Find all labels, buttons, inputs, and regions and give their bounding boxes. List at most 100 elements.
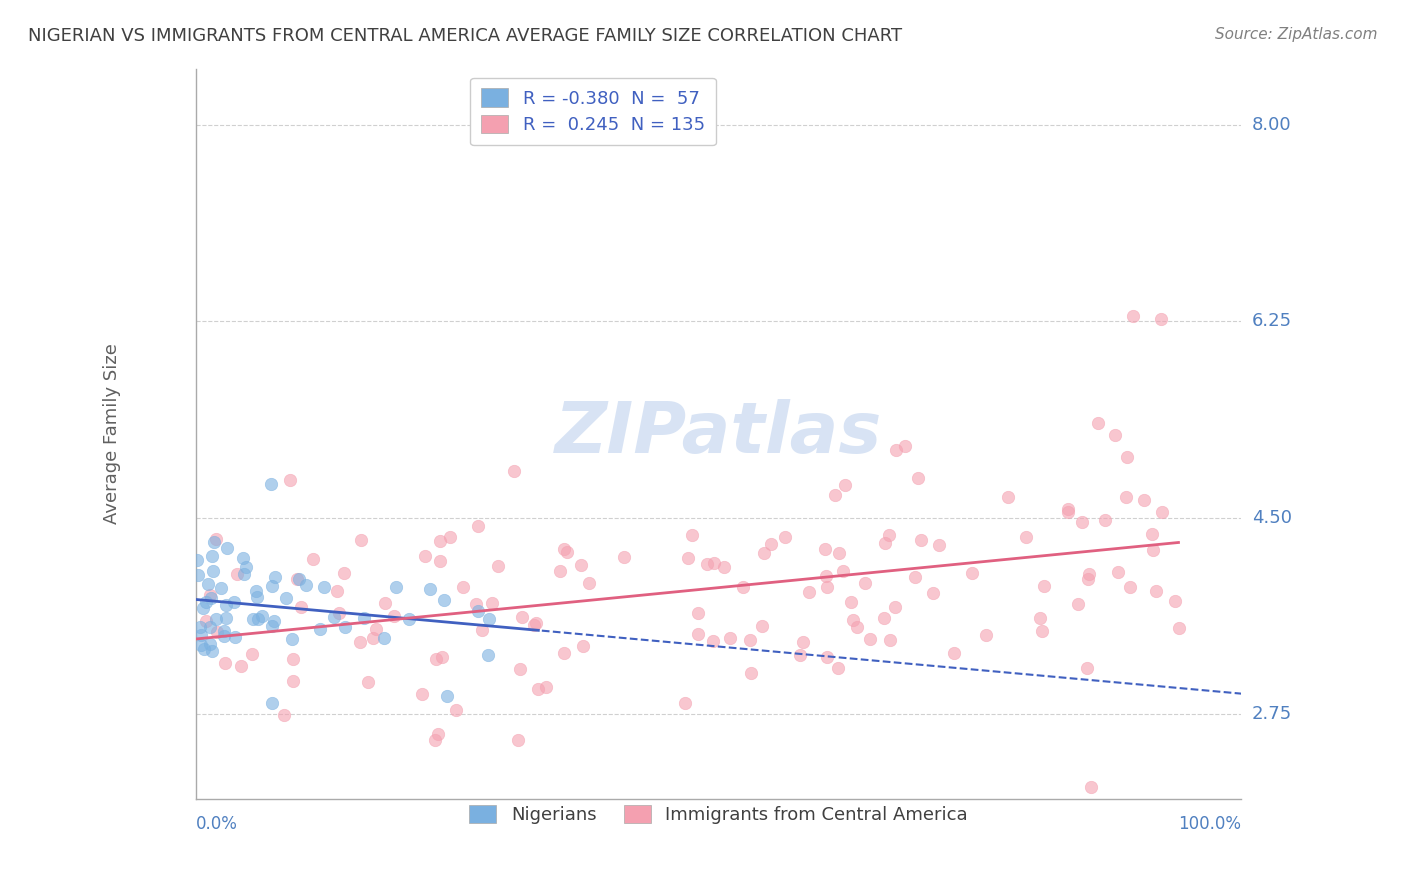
- Point: [524, 615, 547, 630]
- Point: [201, 564, 224, 578]
- Point: [572, 640, 595, 654]
- Point: [260, 619, 283, 633]
- Point: [1087, 416, 1109, 430]
- Point: [1164, 594, 1187, 608]
- Point: [201, 549, 224, 563]
- Point: [349, 634, 371, 648]
- Point: [322, 610, 344, 624]
- Point: [702, 633, 724, 648]
- Point: [287, 572, 309, 586]
- Point: [718, 631, 741, 645]
- Text: Average Family Size: Average Family Size: [103, 343, 121, 524]
- Point: [509, 662, 531, 676]
- Point: [976, 628, 998, 642]
- Point: [357, 674, 380, 689]
- Point: [429, 533, 451, 548]
- Point: [382, 608, 405, 623]
- Point: [263, 615, 285, 629]
- Point: [198, 637, 221, 651]
- Point: [1031, 624, 1053, 638]
- Point: [250, 609, 273, 624]
- Point: [215, 598, 238, 612]
- Point: [222, 595, 245, 609]
- Point: [1080, 780, 1102, 794]
- Point: [1077, 572, 1099, 586]
- Point: [792, 634, 814, 648]
- Point: [523, 618, 546, 632]
- Point: [411, 687, 433, 701]
- Point: [433, 593, 456, 607]
- Text: Source: ZipAtlas.com: Source: ZipAtlas.com: [1215, 27, 1378, 42]
- Point: [467, 604, 489, 618]
- Point: [229, 659, 252, 673]
- Point: [309, 622, 332, 636]
- Point: [302, 552, 325, 566]
- Text: ZIPatlas: ZIPatlas: [555, 399, 882, 468]
- Text: NIGERIAN VS IMMIGRANTS FROM CENTRAL AMERICA AVERAGE FAMILY SIZE CORRELATION CHAR: NIGERIAN VS IMMIGRANTS FROM CENTRAL AMER…: [28, 27, 903, 45]
- Point: [1115, 450, 1137, 465]
- Point: [471, 623, 494, 637]
- Point: [187, 568, 209, 582]
- Point: [245, 584, 267, 599]
- Point: [842, 613, 865, 627]
- Point: [1077, 567, 1099, 582]
- Point: [506, 732, 529, 747]
- Point: [884, 443, 907, 458]
- Point: [425, 732, 447, 747]
- Point: [193, 641, 215, 656]
- Point: [314, 580, 336, 594]
- Point: [859, 632, 882, 646]
- Text: 4.50: 4.50: [1251, 508, 1292, 527]
- Point: [373, 631, 395, 645]
- Point: [673, 696, 696, 710]
- Point: [413, 549, 436, 564]
- Point: [281, 632, 304, 646]
- Point: [759, 537, 782, 551]
- Point: [814, 568, 837, 582]
- Point: [204, 612, 226, 626]
- Legend: Nigerians, Immigrants from Central America: Nigerians, Immigrants from Central Ameri…: [460, 796, 977, 833]
- Point: [904, 570, 927, 584]
- Point: [773, 529, 796, 543]
- Point: [235, 559, 257, 574]
- Point: [839, 595, 862, 609]
- Point: [1152, 505, 1174, 519]
- Point: [263, 570, 285, 584]
- Point: [467, 519, 489, 533]
- Point: [1015, 530, 1038, 544]
- Text: 100.0%: 100.0%: [1178, 815, 1241, 833]
- Point: [190, 628, 212, 642]
- Point: [548, 565, 571, 579]
- Point: [1115, 490, 1137, 504]
- Point: [201, 643, 224, 657]
- Point: [1144, 584, 1167, 599]
- Text: 6.25: 6.25: [1251, 312, 1292, 330]
- Point: [364, 622, 387, 636]
- Point: [325, 584, 347, 599]
- Point: [1142, 543, 1164, 558]
- Point: [751, 618, 773, 632]
- Point: [910, 533, 932, 547]
- Point: [738, 633, 761, 648]
- Point: [451, 580, 474, 594]
- Point: [960, 566, 983, 580]
- Point: [1119, 580, 1142, 594]
- Point: [1066, 597, 1088, 611]
- Point: [209, 581, 232, 595]
- Point: [1104, 427, 1126, 442]
- Point: [853, 576, 876, 591]
- Point: [907, 471, 929, 485]
- Point: [478, 611, 501, 625]
- Point: [827, 660, 849, 674]
- Point: [845, 620, 868, 634]
- Point: [676, 550, 699, 565]
- Point: [503, 464, 526, 478]
- Point: [879, 633, 901, 648]
- Point: [439, 530, 461, 544]
- Point: [290, 599, 312, 614]
- Point: [232, 551, 254, 566]
- Point: [188, 620, 211, 634]
- Point: [276, 591, 298, 605]
- Point: [1150, 312, 1173, 326]
- Point: [197, 577, 219, 591]
